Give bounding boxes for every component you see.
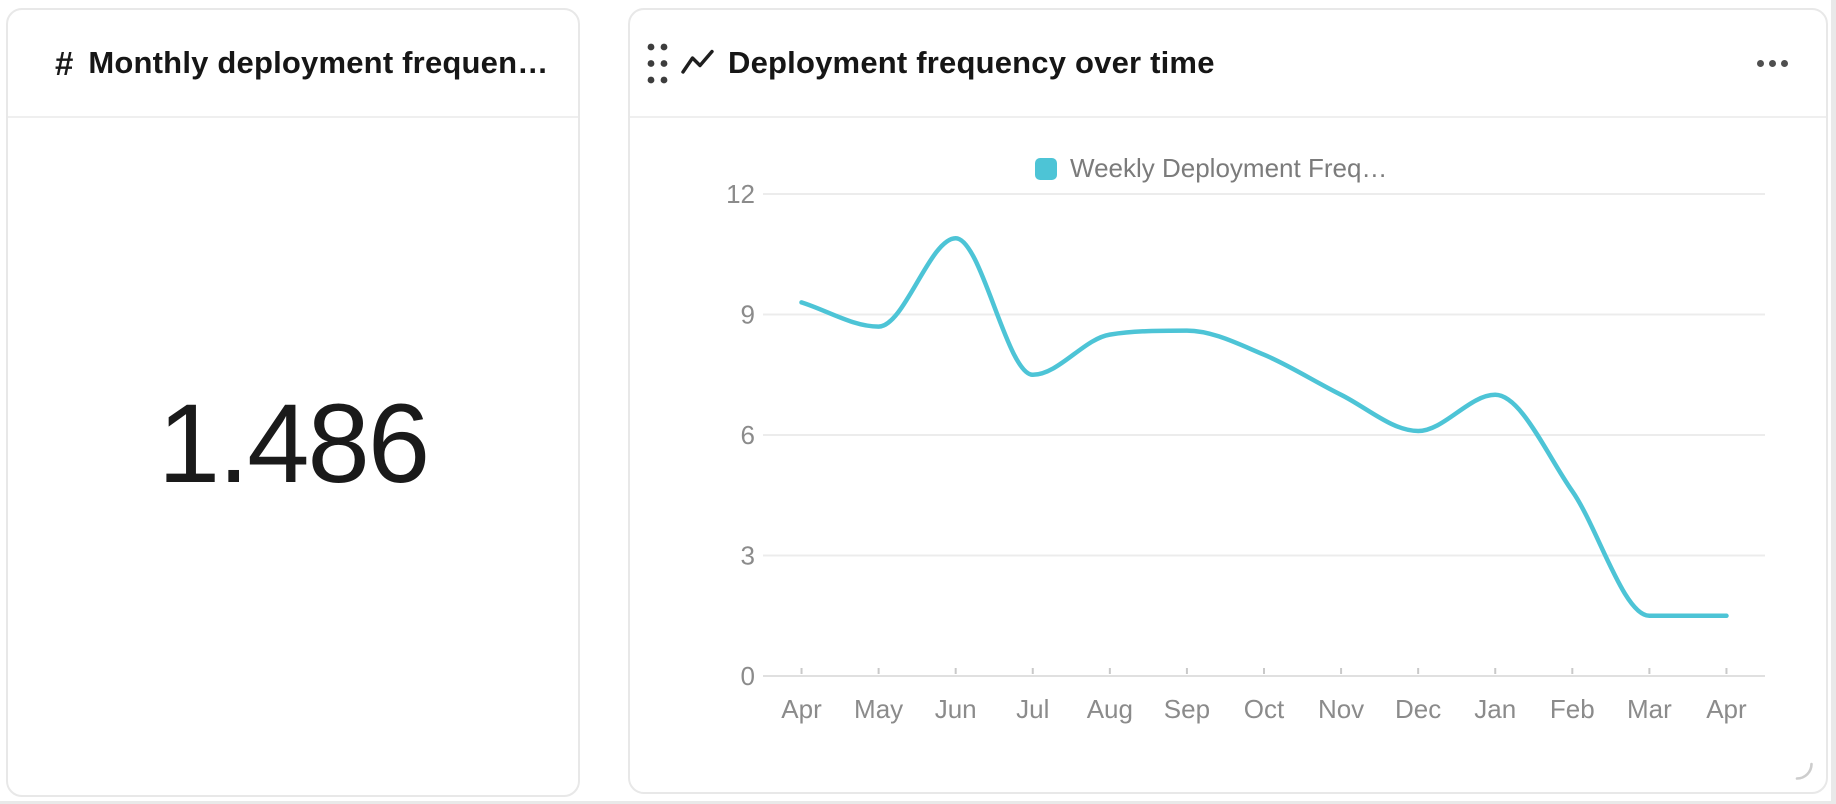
svg-text:Apr: Apr (1706, 694, 1747, 724)
svg-text:Dec: Dec (1395, 694, 1441, 724)
line-chart-icon (681, 48, 714, 78)
svg-text:Nov: Nov (1318, 694, 1364, 724)
kpi-card-monthly-deployment-frequency: # Monthly deployment frequen… 1.486 (6, 8, 580, 797)
svg-text:Sep: Sep (1164, 694, 1210, 724)
legend-swatch-icon (1035, 157, 1057, 180)
legend-label: Weekly Deployment Freq… (1070, 153, 1388, 183)
chart-card-deployment-frequency: 0 3 6 9 12 Apr May Jun Jul Aug Sep Oct Nov Dec Jan Feb M… (628, 8, 1828, 794)
svg-text:Jul: Jul (1016, 694, 1049, 724)
svg-text:9: 9 (741, 300, 755, 330)
svg-text:12: 12 (726, 179, 755, 209)
svg-text:Feb: Feb (1550, 694, 1595, 724)
svg-text:0: 0 (741, 661, 755, 691)
svg-text:Jun: Jun (935, 694, 977, 724)
svg-text:Oct: Oct (1244, 694, 1285, 724)
svg-text:Aug: Aug (1087, 694, 1133, 724)
svg-text:Apr: Apr (781, 694, 822, 724)
drag-handle-icon[interactable] (647, 43, 668, 84)
svg-text:May: May (854, 694, 903, 724)
kpi-card-title: Monthly deployment frequen… (88, 45, 549, 80)
svg-text:Jan: Jan (1474, 694, 1516, 724)
svg-text:Mar: Mar (1627, 694, 1672, 724)
svg-text:3: 3 (741, 541, 755, 571)
kpi-card-body: 1.486 (8, 118, 578, 795)
legend-item[interactable]: Weekly Deployment Freq… (1035, 153, 1387, 184)
resize-handle-icon[interactable] (1795, 762, 1813, 785)
kpi-card-header: # Monthly deployment frequen… (8, 10, 578, 118)
hash-number-icon: # (55, 44, 74, 82)
ellipsis-icon (1757, 59, 1764, 67)
chart-card-title: Deployment frequency over time (728, 45, 1215, 80)
chart-card-header: Deployment frequency over time (630, 10, 1826, 118)
kpi-value: 1.486 (157, 381, 430, 506)
svg-text:6: 6 (741, 420, 755, 450)
more-menu-button[interactable] (1755, 54, 1790, 73)
line-chart: 0 3 6 9 12 Apr May Jun Jul Aug Sep Oct Nov Dec Jan Feb M… (726, 179, 1765, 724)
